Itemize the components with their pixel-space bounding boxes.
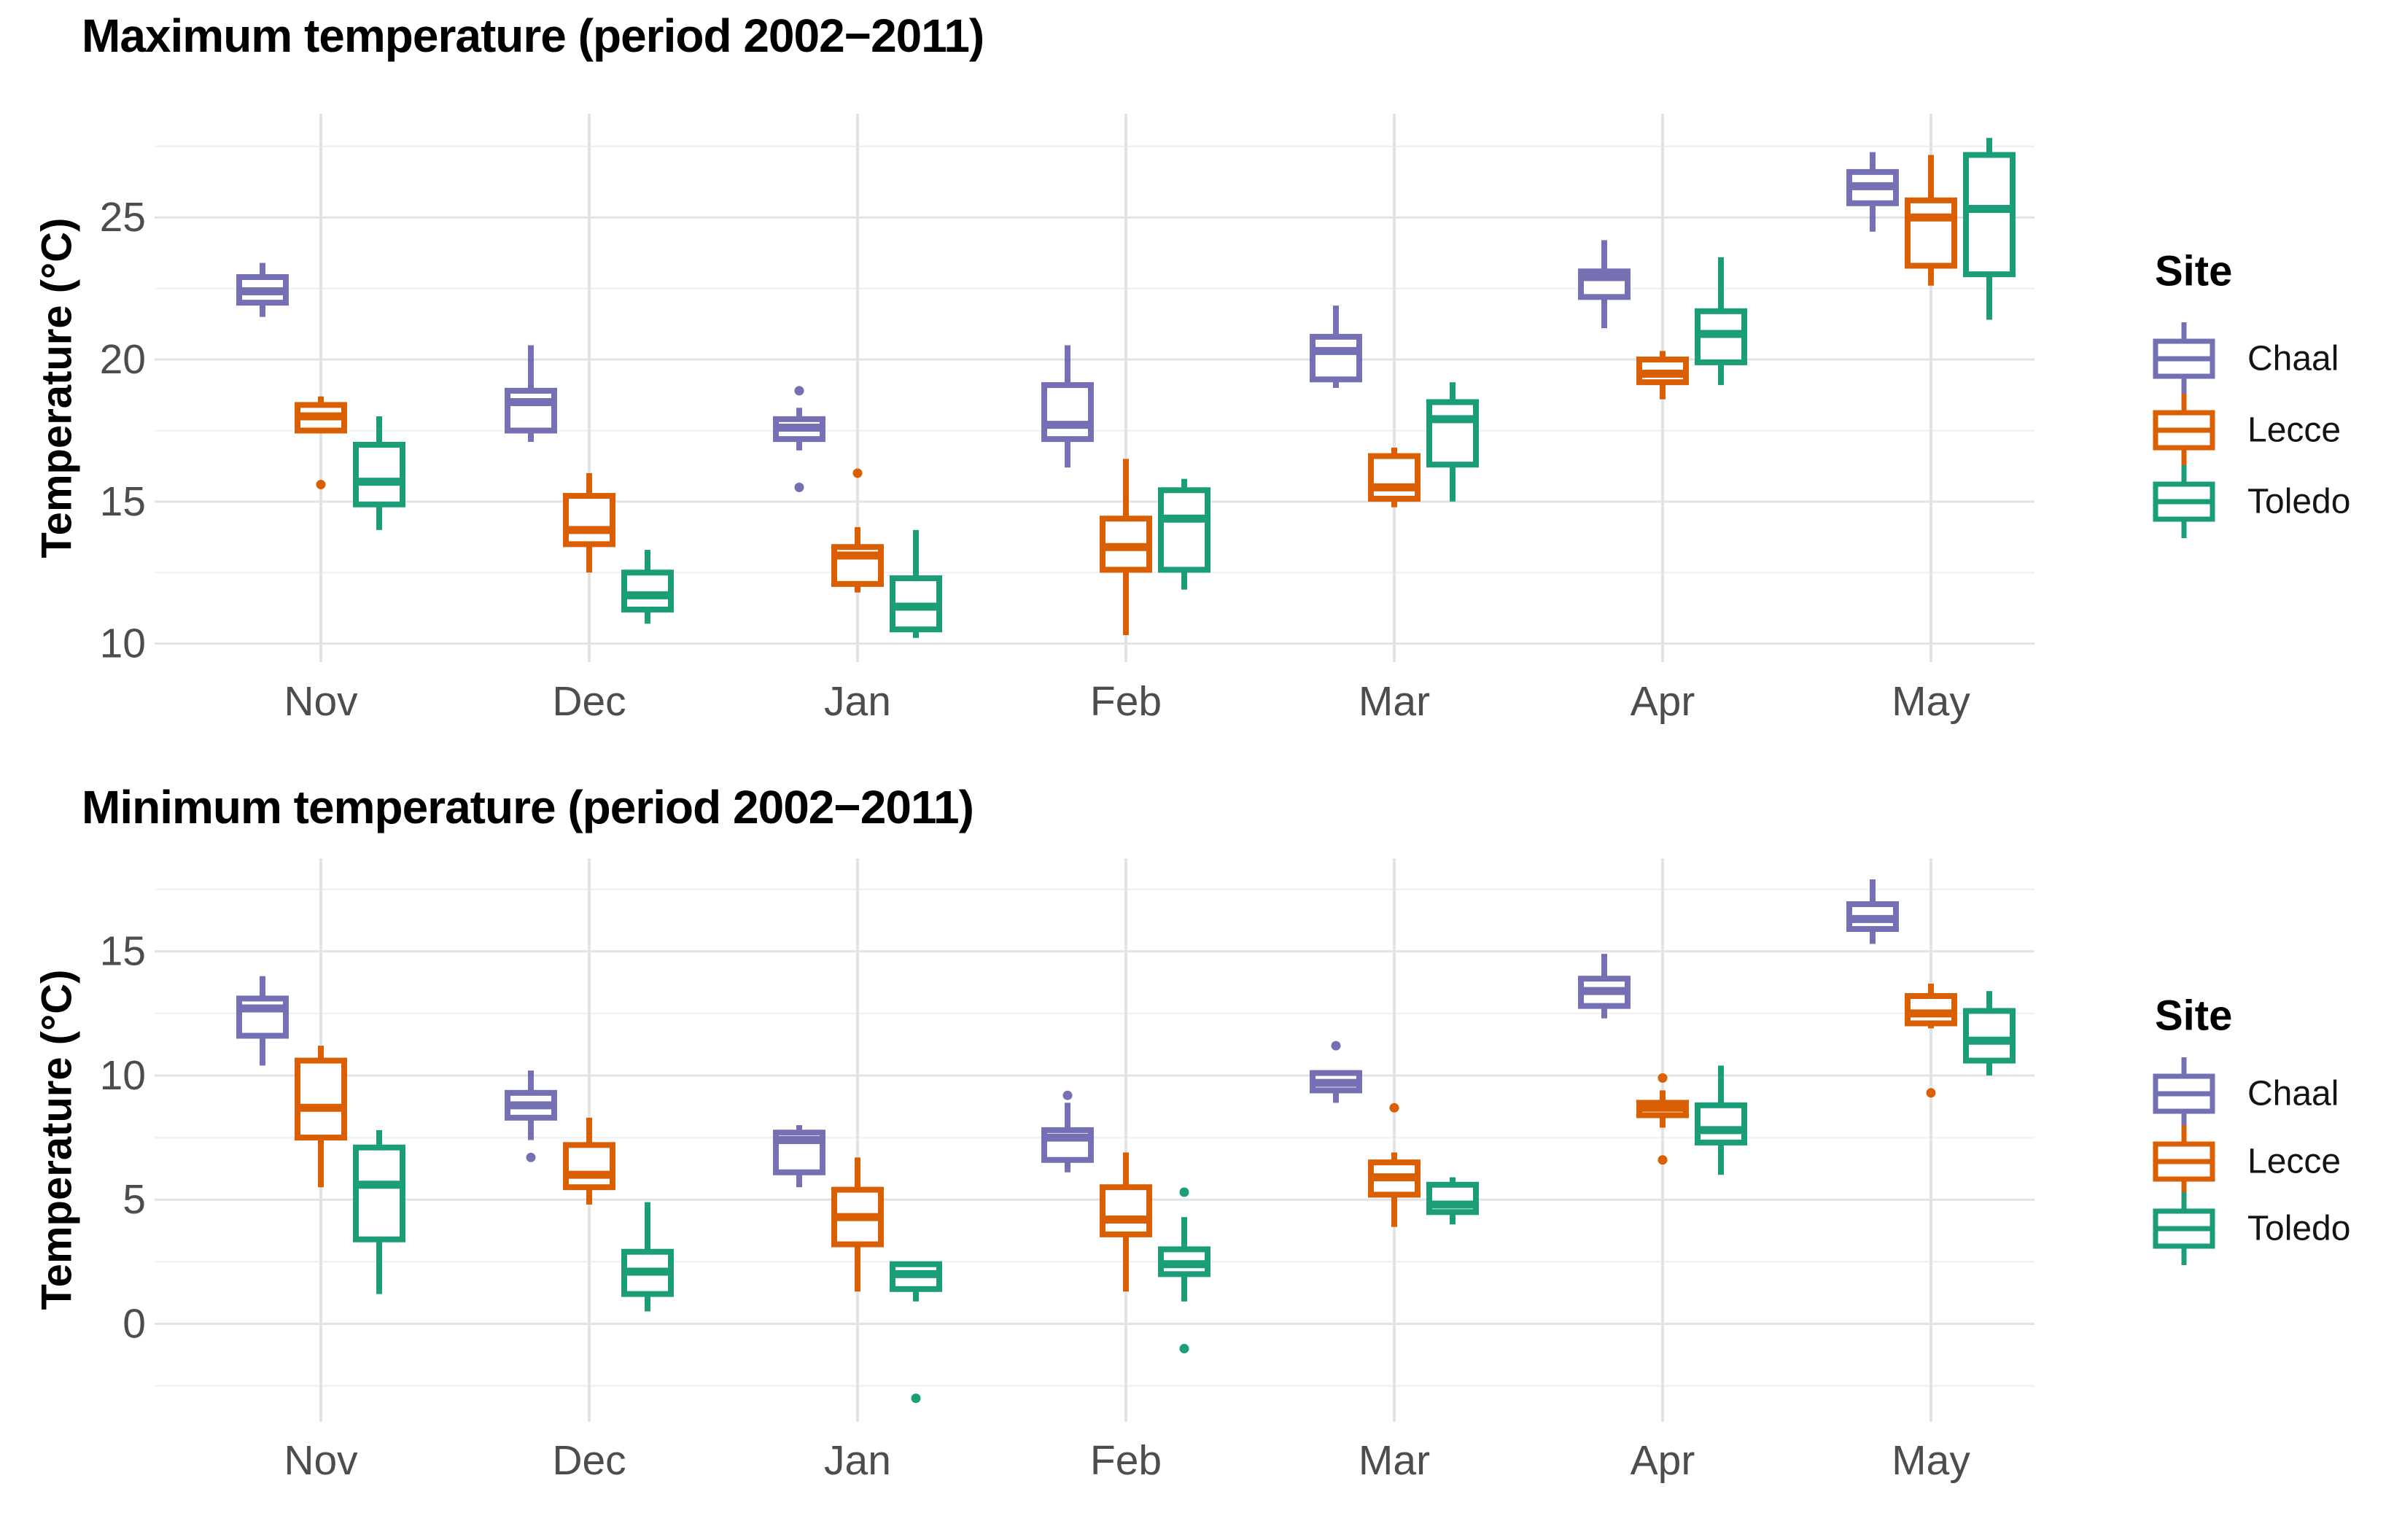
- box-toledo: [353, 1144, 405, 1242]
- box-chaal: [1310, 333, 1362, 383]
- legend-label-lecce-max: Lecce: [2247, 411, 2341, 450]
- box-chaal: [236, 995, 289, 1039]
- x-tick-label: Dec: [552, 678, 626, 725]
- x-tick-label: Feb: [1090, 1437, 1162, 1484]
- box-chaal: [1041, 382, 1094, 443]
- box-toledo: [1426, 399, 1479, 468]
- outlier-point: [1389, 1102, 1399, 1113]
- outlier-point: [526, 1152, 536, 1162]
- outlier-point: [794, 482, 804, 492]
- x-tick-label: Feb: [1090, 678, 1162, 725]
- y-tick-label: 0: [123, 1300, 146, 1347]
- box-toledo: [353, 441, 405, 508]
- y-tick-label: 5: [123, 1176, 146, 1223]
- outlier-point: [1179, 1344, 1189, 1354]
- outlier-point: [1657, 1155, 1668, 1165]
- x-tick-label: Nov: [284, 678, 358, 725]
- y-tick-label: 20: [100, 336, 146, 383]
- min-temp-y-axis-title: Temperature (°C): [33, 969, 81, 1310]
- box-lecce: [1905, 197, 1957, 269]
- box-toledo: [1963, 1008, 2016, 1064]
- legend-title-min: Site: [2155, 992, 2233, 1040]
- legend-label-toledo-min: Toledo: [2247, 1209, 2351, 1248]
- y-tick-label: 25: [100, 194, 146, 241]
- box-lecce: [1368, 453, 1421, 502]
- x-tick-label: May: [1892, 1437, 1970, 1484]
- box-toledo: [1695, 1102, 1747, 1146]
- box-toledo: [1158, 487, 1210, 573]
- box-lecce: [1100, 1184, 1152, 1237]
- x-tick-label: Dec: [552, 1437, 626, 1484]
- y-tick-label: 15: [100, 928, 146, 975]
- legend-label-chaal-min: Chaal: [2247, 1074, 2339, 1113]
- x-tick-label: Apr: [1631, 1437, 1695, 1484]
- box-chaal: [505, 387, 557, 434]
- outlier-point: [1657, 1073, 1668, 1083]
- outlier-point: [852, 468, 863, 478]
- x-tick-label: Jan: [824, 1437, 891, 1484]
- legend-label-lecce-min: Lecce: [2247, 1142, 2341, 1181]
- outlier-point: [316, 479, 326, 489]
- x-tick-label: Mar: [1359, 1437, 1430, 1484]
- y-tick-label: 15: [100, 478, 146, 525]
- outlier-point: [1179, 1187, 1189, 1197]
- legend-title-max: Site: [2155, 247, 2233, 295]
- box-lecce: [295, 1057, 347, 1141]
- outlier-point: [911, 1393, 921, 1404]
- y-tick-label: 10: [100, 1052, 146, 1099]
- outlier-point: [794, 386, 804, 396]
- max-temp-y-axis-title: Temperature (°C): [33, 217, 81, 559]
- legend-label-toledo-max: Toledo: [2247, 482, 2351, 521]
- box-lecce: [563, 1142, 615, 1191]
- outlier-point: [1062, 1090, 1073, 1100]
- legend-label-chaal-max: Chaal: [2247, 339, 2339, 378]
- min-temp-chart-title: Minimum temperature (period 2002−2011): [82, 781, 974, 833]
- x-tick-label: Mar: [1359, 678, 1430, 725]
- box-toledo: [621, 569, 674, 612]
- box-toledo: [1963, 152, 2016, 278]
- x-tick-label: Apr: [1631, 678, 1695, 725]
- x-tick-label: Jan: [824, 678, 891, 725]
- x-tick-label: May: [1892, 678, 1970, 725]
- outlier-point: [1926, 1088, 1936, 1098]
- outlier-point: [1331, 1041, 1341, 1051]
- max-temp-chart-title: Maximum temperature (period 2002−2011): [82, 9, 984, 62]
- y-tick-label: 10: [100, 621, 146, 667]
- x-tick-label: Nov: [284, 1437, 358, 1484]
- box-lecce: [563, 493, 615, 548]
